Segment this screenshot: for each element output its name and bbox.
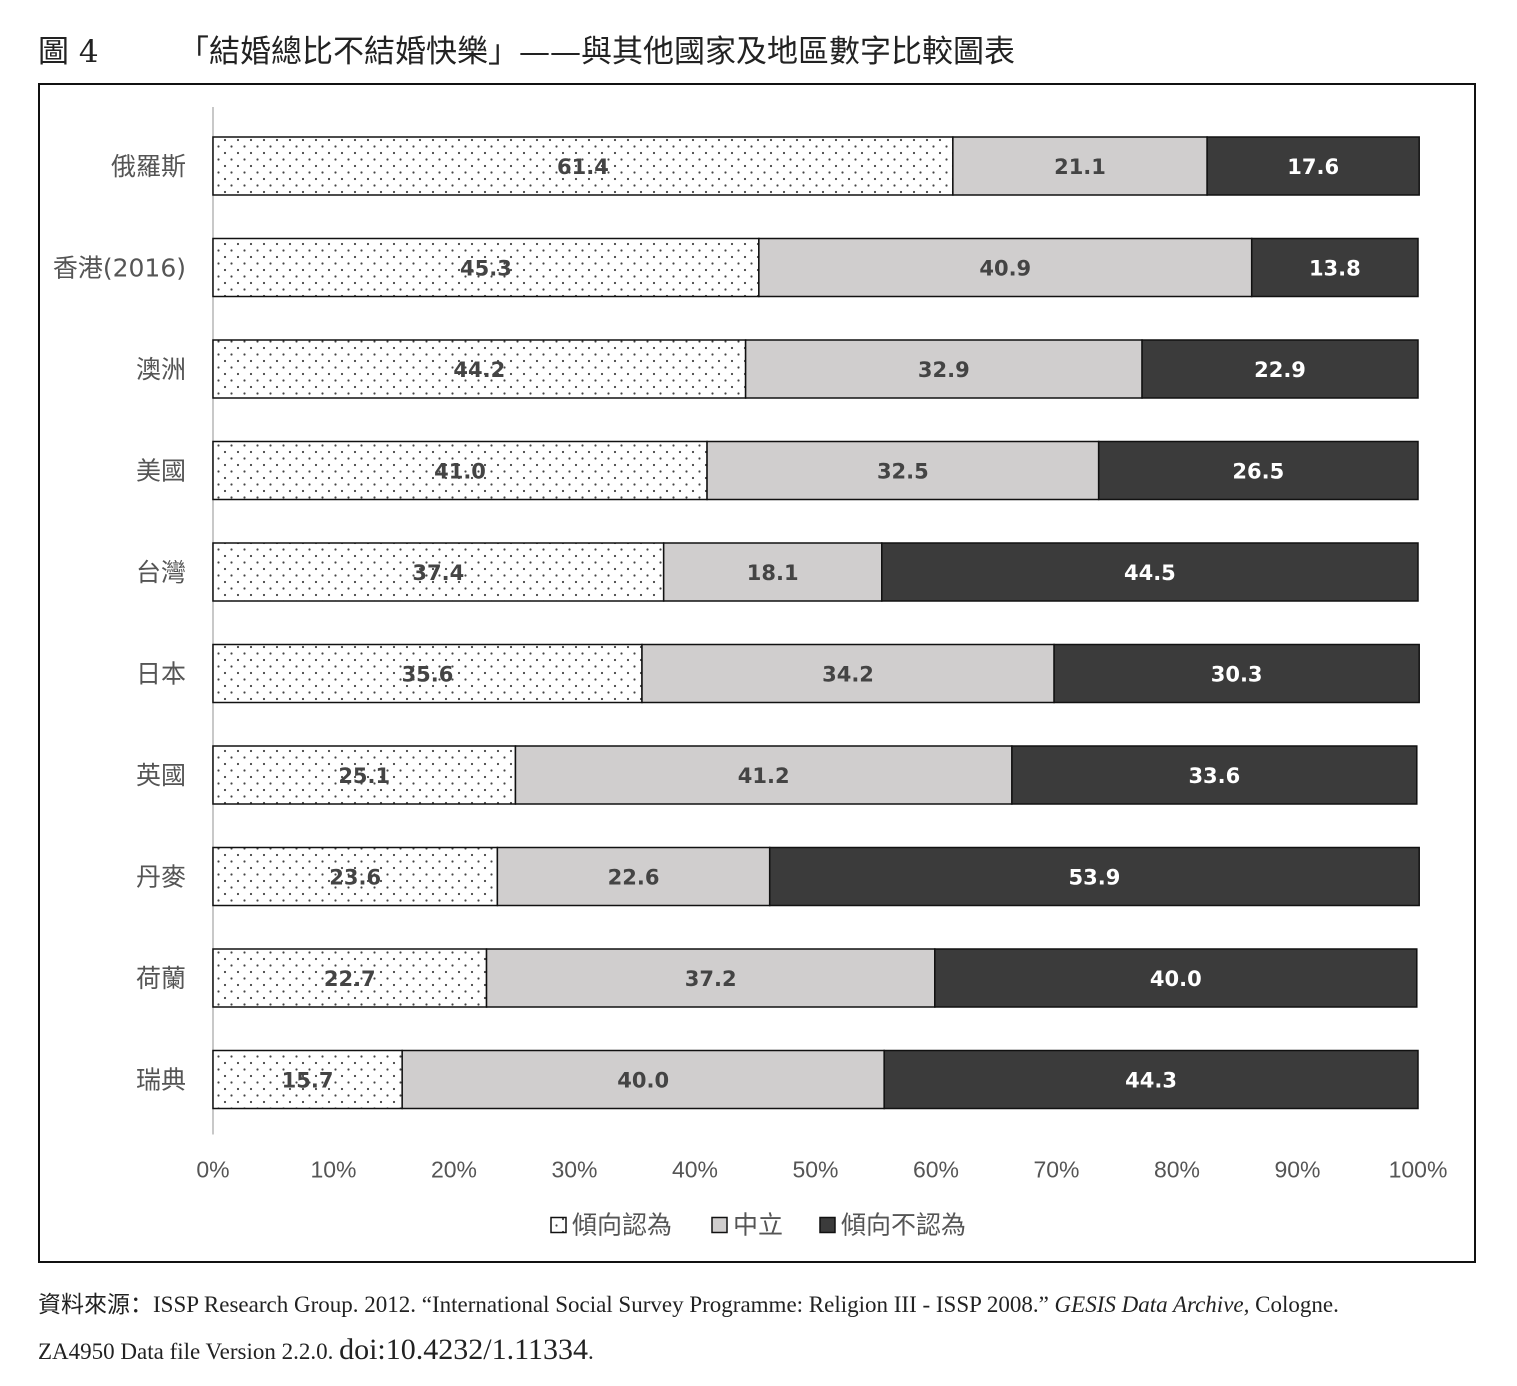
- data-label: 32.5: [877, 460, 929, 484]
- data-label: 34.2: [822, 663, 874, 687]
- bar-segment: [758, 237, 1253, 298]
- x-tick-label: 10%: [310, 1157, 356, 1183]
- bar-segment: [1250, 237, 1419, 298]
- source-suffix: Cologne.: [1249, 1292, 1339, 1317]
- data-label: 17.6: [1287, 155, 1339, 179]
- x-tick-label: 0%: [196, 1157, 229, 1183]
- bar-segment: [212, 237, 760, 298]
- data-label: 18.1: [747, 561, 799, 585]
- x-tick-label: 40%: [672, 1157, 718, 1183]
- data-label: 26.5: [1232, 460, 1284, 484]
- bar-segment: [514, 745, 1013, 805]
- x-tick-label: 20%: [431, 1157, 477, 1183]
- bar-segment: [1097, 440, 1419, 501]
- data-label: 15.7: [282, 1069, 334, 1093]
- category-label-0: 俄羅斯: [111, 152, 186, 181]
- bar-segment: [212, 745, 517, 805]
- bar-segment: [641, 643, 1055, 704]
- bar-segment: [768, 846, 1420, 907]
- category-label-2: 澳洲: [136, 355, 186, 384]
- source-end: .: [587, 1339, 594, 1364]
- data-label: 40.9: [979, 257, 1031, 281]
- source-version: ZA4950 Data file Version 2.2.0.: [38, 1339, 340, 1364]
- category-label-6: 英國: [136, 761, 186, 790]
- category-label-9: 瑞典: [136, 1066, 186, 1095]
- data-label: 22.9: [1254, 358, 1306, 382]
- source-prefix: 資料來源：ISSP Research Group. 2012. “Interna…: [38, 1292, 1055, 1317]
- data-label: 25.1: [338, 764, 390, 788]
- data-label: 37.2: [685, 967, 737, 991]
- bar-segment: [485, 948, 936, 1008]
- bar-segment: [662, 542, 883, 602]
- x-tick-label: 50%: [792, 1157, 838, 1183]
- data-label: 33.6: [1188, 764, 1240, 788]
- plot-area: 俄羅斯 61.4 21.1 17.6 香港(2016) 45.3 40.9 13.8 澳洲 44.…: [53, 107, 1448, 1240]
- data-label: 32.9: [918, 358, 970, 382]
- source-note-line2: ZA4950 Data file Version 2.2.0. doi:10.4…: [38, 1333, 594, 1367]
- bar-segment: [883, 1049, 1419, 1110]
- data-label: 23.6: [329, 866, 381, 890]
- bar-segment: [212, 136, 954, 196]
- category-label-1: 香港(2016): [53, 254, 186, 283]
- data-label: 44.2: [453, 358, 505, 382]
- data-label: 37.4: [412, 561, 464, 585]
- source-journal: GESIS Data Archive,: [1054, 1292, 1250, 1317]
- category-label-5: 日本: [136, 660, 186, 689]
- bar-segment: [706, 440, 1100, 501]
- x-tick-label: 80%: [1154, 1157, 1200, 1183]
- bar-segment: [496, 846, 771, 907]
- legend-swatch: [819, 1216, 836, 1234]
- bar-segment: [1011, 745, 1418, 805]
- category-label-4: 台灣: [136, 558, 186, 587]
- bar-segment: [1141, 339, 1419, 399]
- legend-label: 傾向認為: [572, 1211, 672, 1240]
- bar-segment: [952, 136, 1208, 196]
- figure-label: 圖 4: [38, 34, 99, 70]
- data-label: 13.8: [1309, 257, 1361, 281]
- category-label-7: 丹麥: [136, 863, 186, 892]
- bar-segment: [212, 643, 643, 704]
- data-label: 21.1: [1054, 155, 1106, 179]
- x-tick-label: 30%: [551, 1157, 597, 1183]
- x-tick-label: 60%: [913, 1157, 959, 1183]
- bar-segment: [934, 948, 1418, 1008]
- data-label: 35.6: [402, 663, 454, 687]
- legend-label: 傾向不認為: [841, 1211, 966, 1240]
- category-label-3: 美國: [136, 457, 186, 486]
- bar-segment: [212, 948, 488, 1008]
- source-doi: doi:10.4232/1.11334: [339, 1333, 588, 1366]
- category-label-8: 荷蘭: [136, 964, 186, 993]
- data-label: 44.5: [1124, 561, 1176, 585]
- bar-segment: [212, 542, 665, 602]
- legend-swatch: [711, 1216, 728, 1234]
- data-label: 30.3: [1211, 663, 1263, 687]
- x-tick-label: 90%: [1274, 1157, 1320, 1183]
- stacked-bar-chart: 俄羅斯 61.4 21.1 17.6 香港(2016) 45.3 40.9 13.8 澳洲 44.…: [53, 107, 1448, 1240]
- chart-frame: 俄羅斯 61.4 21.1 17.6 香港(2016) 45.3 40.9 13.8 澳洲 44.…: [38, 83, 1476, 1263]
- source-note: 資料來源：ISSP Research Group. 2012. “Interna…: [38, 1285, 1339, 1319]
- data-label: 40.0: [617, 1069, 669, 1093]
- data-label: 44.3: [1125, 1069, 1177, 1093]
- data-label: 61.4: [557, 155, 609, 179]
- bar-segment: [881, 542, 1419, 602]
- legend-swatch: [550, 1216, 567, 1234]
- legend-label: 中立: [733, 1211, 783, 1240]
- data-label: 41.0: [434, 460, 486, 484]
- bar-segment: [212, 1049, 403, 1110]
- x-tick-label: 100%: [1389, 1157, 1448, 1183]
- data-label: 41.2: [738, 764, 790, 788]
- data-label: 22.6: [608, 866, 660, 890]
- data-label: 22.7: [324, 967, 376, 991]
- data-label: 53.9: [1069, 866, 1121, 890]
- figure-title: 「結婚總比不結婚快樂」——與其他國家及地區數字比較圖表: [178, 34, 1015, 70]
- bar-segment: [1206, 136, 1420, 196]
- bar-segment: [1053, 643, 1420, 704]
- bar-segment: [212, 846, 499, 907]
- bar-segment: [401, 1049, 885, 1110]
- data-label: 45.3: [460, 257, 512, 281]
- x-tick-label: 70%: [1033, 1157, 1079, 1183]
- data-label: 40.0: [1150, 967, 1202, 991]
